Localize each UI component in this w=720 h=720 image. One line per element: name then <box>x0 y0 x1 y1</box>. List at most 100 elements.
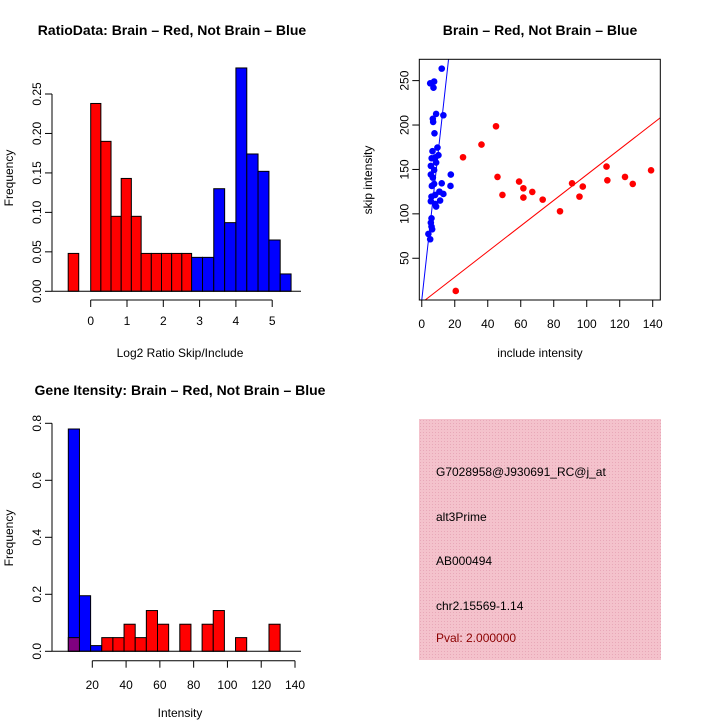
data-point <box>576 193 583 200</box>
data-point <box>459 153 467 161</box>
histogram-bar <box>268 239 281 292</box>
data-point <box>438 65 446 72</box>
histogram-bar <box>101 637 114 652</box>
histogram-bar <box>123 623 136 652</box>
x-axis-label: include intensity <box>497 346 582 360</box>
y-tick-label: 0.8 <box>30 415 44 432</box>
data-point <box>430 166 438 174</box>
y-axis-label: Frequency <box>2 510 16 567</box>
histogram-bar <box>120 177 132 292</box>
data-point <box>579 183 587 190</box>
x-tick-label: 5 <box>269 314 276 328</box>
histogram-bar <box>201 623 214 652</box>
histogram-bar <box>235 67 248 292</box>
data-point <box>440 190 447 198</box>
histogram-bar <box>171 252 183 292</box>
y-tick-label: 0.05 <box>30 240 44 264</box>
histogram-bar <box>134 637 147 652</box>
y-tick-label: 150 <box>397 159 411 179</box>
data-point <box>432 110 440 118</box>
data-point <box>539 196 546 203</box>
histogram-bar <box>67 637 80 652</box>
histogram-bar <box>150 252 162 292</box>
y-tick-label: 200 <box>397 115 411 135</box>
data-point <box>431 129 438 137</box>
data-point <box>447 171 455 178</box>
histogram-bar <box>67 252 80 292</box>
histogram-bar <box>160 252 173 292</box>
data-point <box>603 163 610 170</box>
data-point <box>425 230 432 238</box>
x-axis-label: Intensity <box>158 706 203 720</box>
histogram-bar <box>235 637 248 652</box>
data-point <box>556 207 564 215</box>
histogram-bar <box>202 256 215 292</box>
histogram-bar <box>268 623 281 652</box>
histogram-bar <box>181 252 193 292</box>
x-tick-label: 4 <box>233 314 240 328</box>
info-panel: G7028958@J930691_RC@j_at alt3Prime AB000… <box>419 419 661 660</box>
x-tick-label: 20 <box>86 678 100 692</box>
x-tick-label: 140 <box>643 317 663 331</box>
y-tick-label: 0.00 <box>30 279 44 303</box>
plot-frame <box>418 58 661 301</box>
histogram-bar <box>157 623 170 652</box>
data-point <box>430 84 437 92</box>
info-panel-background <box>419 419 661 660</box>
histogram-bar <box>140 252 152 292</box>
histogram-bar <box>67 428 80 652</box>
y-tick-label: 0.15 <box>30 161 44 185</box>
data-point <box>429 118 437 126</box>
data-point <box>432 159 440 166</box>
x-tick-label: 60 <box>153 678 167 692</box>
x-tick-label: 80 <box>187 678 201 692</box>
data-point <box>434 144 441 151</box>
histogram-bar <box>279 273 292 292</box>
y-axis-label: Frequency <box>2 150 16 207</box>
data-point <box>430 180 438 188</box>
chart-title: RatioData: Brain – Red, Not Brain – Blue <box>38 22 307 38</box>
data-point <box>431 191 439 199</box>
x-axis-label: Log2 Ratio Skip/Include <box>117 346 244 360</box>
data-point <box>438 179 446 187</box>
x-tick-label: 20 <box>448 317 462 331</box>
data-point <box>528 188 536 196</box>
x-tick-label: 3 <box>196 314 203 328</box>
histogram-bar <box>179 623 192 652</box>
histogram-bar <box>90 645 103 652</box>
data-point <box>494 173 501 181</box>
x-tick-label: 40 <box>119 678 133 692</box>
data-point <box>429 174 437 181</box>
data-point <box>452 287 460 295</box>
y-tick-label: 0.0 <box>30 643 44 660</box>
histogram-bar <box>224 222 237 292</box>
p-value: Pval: 2.000000 <box>436 631 516 645</box>
data-point <box>515 178 523 185</box>
y-tick-label: 0.10 <box>30 200 44 224</box>
data-point <box>478 141 485 148</box>
y-tick-label: 0.2 <box>30 586 44 603</box>
histogram-bar <box>145 610 159 652</box>
data-point <box>520 194 527 201</box>
x-tick-label: 2 <box>160 314 167 328</box>
data-point <box>426 235 434 243</box>
histogram-bar <box>213 188 226 292</box>
x-tick-label: 120 <box>610 317 630 331</box>
x-tick-label: 0 <box>87 314 94 328</box>
gene-intensity-histogram: Gene Itensity: Brain – Red, Not Brain – … <box>2 382 326 720</box>
event-type: alt3Prime <box>436 510 487 524</box>
histogram-bar <box>212 610 225 652</box>
histogram-bar <box>246 153 259 292</box>
chart-title: Brain – Red, Not Brain – Blue <box>443 22 638 38</box>
regression-line <box>424 117 661 300</box>
histogram-bar <box>100 140 112 292</box>
x-tick-label: 140 <box>285 678 305 692</box>
data-point <box>432 203 440 210</box>
x-tick-label: 0 <box>418 317 425 331</box>
location: chr2.15569-1.14 <box>436 599 524 613</box>
data-point <box>621 173 629 181</box>
regression-line <box>421 59 450 300</box>
histogram-bar <box>78 595 92 652</box>
intensity-scatter: Brain – Red, Not Brain – Blue include in… <box>361 22 663 360</box>
data-point <box>430 78 438 85</box>
